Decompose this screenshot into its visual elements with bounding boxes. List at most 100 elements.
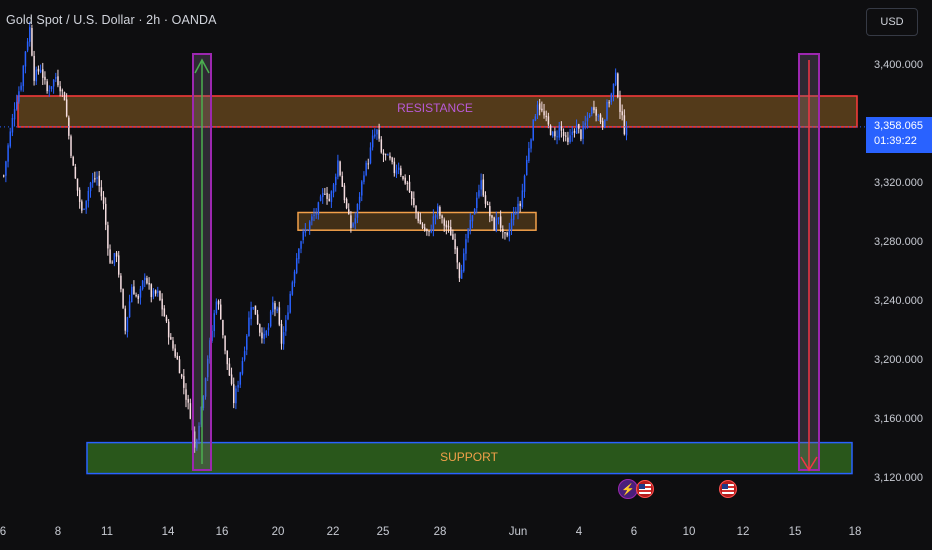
candle xyxy=(469,212,472,235)
time-tick-label: 14 xyxy=(161,526,175,538)
candle-body xyxy=(178,359,181,374)
candle-body xyxy=(13,109,16,120)
currency-button[interactable]: USD xyxy=(866,8,918,36)
candle-body xyxy=(332,184,335,193)
candle xyxy=(410,191,413,206)
candle-body xyxy=(295,258,298,273)
candle xyxy=(384,153,387,161)
candle xyxy=(497,217,500,225)
candle-body xyxy=(623,115,626,135)
candle xyxy=(619,90,621,120)
candle xyxy=(59,81,61,97)
candle-body xyxy=(434,214,437,218)
candle xyxy=(24,50,27,74)
lightning-icon[interactable]: ⚡ xyxy=(618,479,638,499)
candle-body xyxy=(384,153,387,155)
candle xyxy=(530,138,532,153)
candle xyxy=(16,94,18,111)
candle-body xyxy=(382,152,385,156)
candle-body xyxy=(395,170,398,175)
candle-body xyxy=(478,190,480,197)
candle-body xyxy=(81,201,83,211)
candle-body xyxy=(33,55,35,81)
candle-body xyxy=(593,107,595,111)
candle xyxy=(35,66,38,85)
candle xyxy=(81,199,83,214)
candle-body xyxy=(521,190,524,208)
candle-body xyxy=(144,277,146,280)
candle-body xyxy=(319,196,322,201)
candle-body xyxy=(146,278,148,284)
price-tick-label: 3,120.000 xyxy=(874,472,923,484)
candle xyxy=(224,335,226,355)
candle-body xyxy=(206,358,209,378)
candle-body xyxy=(445,224,448,228)
us-flag-icon[interactable] xyxy=(719,480,737,498)
candle xyxy=(55,72,57,83)
candle-body xyxy=(287,312,289,320)
candle-body xyxy=(78,189,81,202)
candle xyxy=(233,377,235,409)
candle-body xyxy=(619,97,621,112)
candle xyxy=(352,222,354,229)
candle-body xyxy=(584,122,587,126)
candle xyxy=(124,305,127,335)
candle xyxy=(365,160,367,177)
price-tick-label: 3,160.000 xyxy=(874,413,923,425)
time-tick-label: 18 xyxy=(848,526,862,538)
candle xyxy=(148,277,150,290)
candle xyxy=(163,305,166,317)
candle-body xyxy=(504,232,506,234)
candle xyxy=(243,346,246,362)
last-price-tag: 3,358.065 01:39:22 xyxy=(866,117,932,153)
candle-body xyxy=(263,333,265,339)
candle xyxy=(85,200,87,214)
candle-body xyxy=(57,76,59,86)
candle xyxy=(298,248,300,264)
candle-body xyxy=(467,229,469,239)
us-flag-icon[interactable] xyxy=(636,480,654,498)
candle xyxy=(135,292,137,298)
candle xyxy=(571,126,574,142)
candle xyxy=(324,187,326,195)
candle-body xyxy=(367,163,370,165)
candle xyxy=(543,103,545,119)
candle xyxy=(415,205,417,219)
candle xyxy=(395,164,398,179)
candle-body xyxy=(463,253,465,272)
candle-body xyxy=(313,214,315,216)
candle-body xyxy=(291,282,294,295)
candle-body xyxy=(324,193,326,195)
candle-body xyxy=(118,255,120,275)
candle xyxy=(183,369,185,395)
candle-body xyxy=(565,135,567,137)
candle xyxy=(421,222,424,230)
candle-body xyxy=(200,406,202,425)
candle-body xyxy=(480,180,482,190)
candle-body xyxy=(272,302,274,313)
candle-body xyxy=(588,114,591,118)
candle-body xyxy=(625,126,628,136)
candle xyxy=(33,50,35,86)
candle xyxy=(354,212,357,230)
candle xyxy=(519,200,521,213)
candle xyxy=(326,186,328,205)
candle xyxy=(534,114,537,122)
candle xyxy=(489,201,491,223)
candle xyxy=(612,83,615,102)
candle xyxy=(599,113,602,124)
candle-body xyxy=(311,216,313,221)
candle-body xyxy=(473,208,476,215)
candle-body xyxy=(402,176,404,179)
candle-body xyxy=(154,290,157,294)
candle xyxy=(230,367,233,386)
candle xyxy=(193,426,196,453)
candle-body xyxy=(365,162,367,176)
candle xyxy=(133,280,135,295)
candle xyxy=(434,213,437,225)
candle-body xyxy=(141,280,144,289)
candle xyxy=(180,373,183,379)
candle-body xyxy=(612,83,615,95)
time-tick-label: Jun xyxy=(508,526,528,538)
